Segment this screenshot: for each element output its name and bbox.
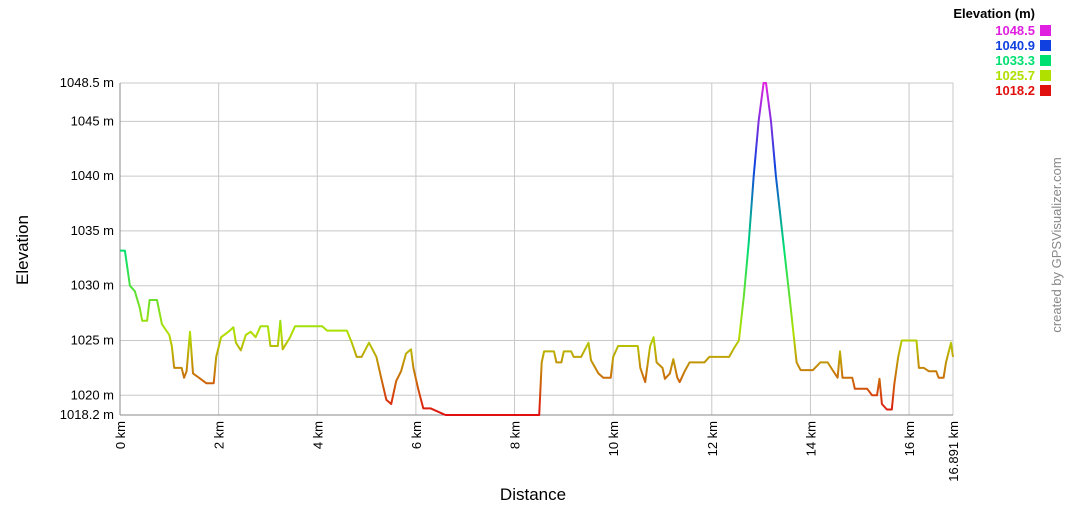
x-tick-label: 14 km: [803, 421, 818, 456]
x-tick-label: 2 km: [212, 421, 227, 449]
x-tick-label: 8 km: [508, 421, 523, 449]
legend-label: 1040.9: [995, 38, 1035, 53]
y-tick-label: 1035 m: [71, 223, 114, 238]
y-tick-label: 1030 m: [71, 278, 114, 293]
x-axis-label: Distance: [500, 485, 566, 504]
watermark: created by GPSVisualizer.com: [1049, 157, 1064, 332]
legend-swatch: [1040, 70, 1051, 81]
y-tick-label: 1025 m: [71, 332, 114, 347]
legend-swatch: [1040, 25, 1051, 36]
legend-title: Elevation (m): [953, 6, 1035, 21]
legend-label: 1018.2: [995, 83, 1035, 98]
y-axis-label: Elevation: [13, 215, 32, 285]
y-tick-label: 1045 m: [71, 113, 114, 128]
y-tick-label: 1048.5 m: [60, 75, 114, 90]
x-tick-label: 16.891 km: [946, 421, 961, 482]
legend-label: 1033.3: [995, 53, 1035, 68]
elevation-line: [120, 82, 954, 416]
legend-label: 1025.7: [995, 68, 1035, 83]
x-tick-label: 12 km: [705, 421, 720, 456]
legend-swatch: [1040, 85, 1051, 96]
x-tick-label: 6 km: [409, 421, 424, 449]
y-tick-label: 1020 m: [71, 387, 114, 402]
x-tick-label: 16 km: [902, 421, 917, 456]
x-tick-label: 10 km: [606, 421, 621, 456]
x-tick-label: 0 km: [113, 421, 128, 449]
y-tick-label: 1040 m: [71, 168, 114, 183]
legend-swatch: [1040, 40, 1051, 51]
x-tick-label: 4 km: [310, 421, 325, 449]
legend-swatch: [1040, 55, 1051, 66]
y-tick-label: 1018.2 m: [60, 407, 114, 422]
legend-label: 1048.5: [995, 23, 1035, 38]
